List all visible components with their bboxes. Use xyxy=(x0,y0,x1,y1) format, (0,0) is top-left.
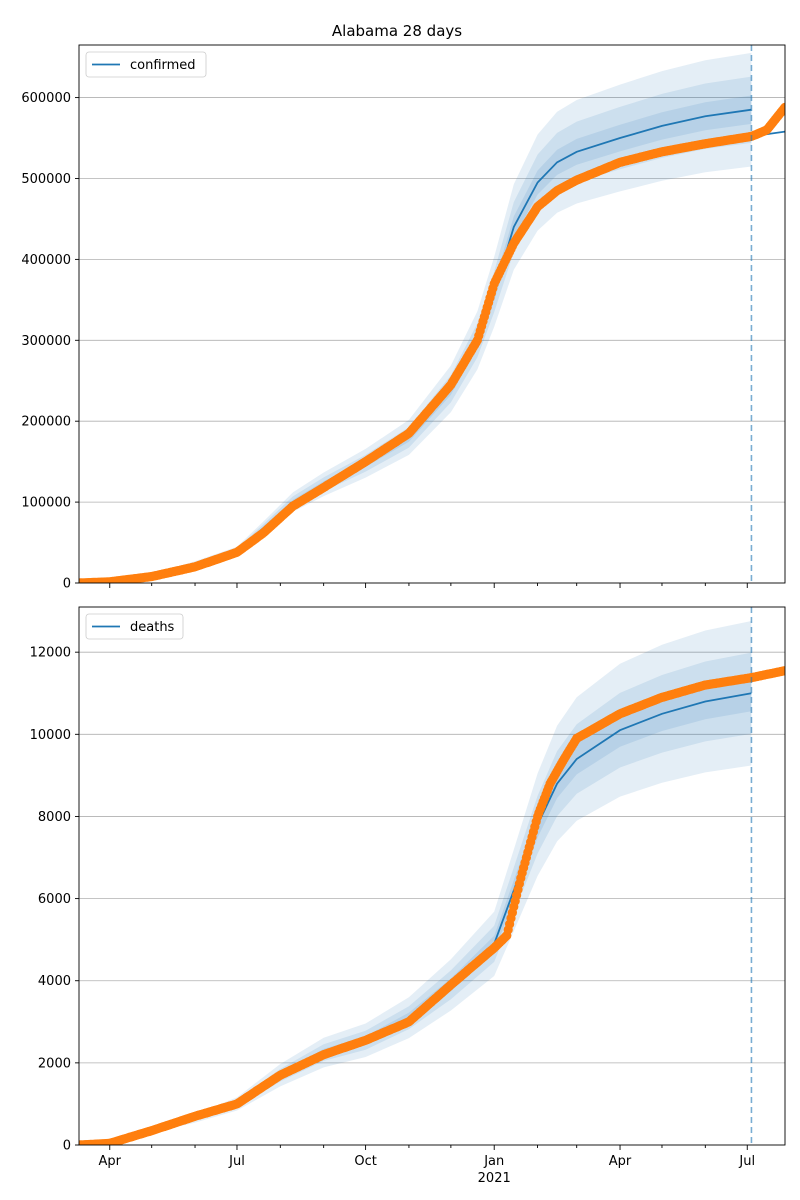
x-tick-label: Oct xyxy=(354,1154,376,1169)
y-tick-label: 12000 xyxy=(30,646,71,661)
legend-label: confirmed xyxy=(130,58,196,73)
x-tick-label: Jan xyxy=(483,1154,504,1169)
uncertainty-band xyxy=(79,76,752,583)
observed-point xyxy=(780,666,785,676)
y-tick-label: 100000 xyxy=(21,496,71,511)
y-tick-label: 0 xyxy=(63,577,71,592)
uncertainty-band xyxy=(79,675,752,1145)
shared-x-axis: Apr Jul Oct Jan Apr Jul 2021 xyxy=(99,1154,756,1186)
legend: confirmed xyxy=(85,51,207,78)
deaths-panel: 0 2000 4000 6000 8000 10000 12000 deaths xyxy=(30,606,786,1154)
plot-area xyxy=(79,52,785,583)
x-tick-label: Jul xyxy=(738,1154,755,1169)
plot-area xyxy=(79,621,785,1145)
y-tick-label: 400000 xyxy=(21,253,71,268)
observed-point xyxy=(780,102,785,112)
y-tick-label: 0 xyxy=(63,1139,71,1154)
uncertainty-band xyxy=(79,652,752,1145)
chart-title: Alabama 28 days xyxy=(332,22,462,40)
x-tick-label: Jul xyxy=(228,1154,245,1169)
legend-box xyxy=(85,51,207,78)
x-year-label: 2021 xyxy=(478,1171,511,1186)
axes-frame xyxy=(78,44,786,584)
y-tick-label: 500000 xyxy=(21,172,71,187)
uncertainty-band xyxy=(79,52,752,583)
x-tick-label: Apr xyxy=(609,1154,632,1169)
y-tick-label: 6000 xyxy=(38,892,71,907)
legend: deaths xyxy=(85,613,184,640)
uncertainty-band xyxy=(79,621,752,1145)
legend-label: deaths xyxy=(130,620,175,635)
y-tick-label: 10000 xyxy=(30,728,71,743)
y-tick-label: 300000 xyxy=(21,334,71,349)
y-tick-label: 200000 xyxy=(21,415,71,430)
y-tick-label: 2000 xyxy=(38,1056,71,1071)
confirmed-panel: 0 100000 200000 300000 400000 500000 600000 con… xyxy=(21,44,786,592)
x-tick-label: Apr xyxy=(99,1154,122,1169)
axes-frame xyxy=(78,606,786,1146)
y-tick-label: 600000 xyxy=(21,91,71,106)
legend-box xyxy=(85,613,184,640)
y-tick-label: 8000 xyxy=(38,810,71,825)
y-tick-label: 4000 xyxy=(38,974,71,989)
